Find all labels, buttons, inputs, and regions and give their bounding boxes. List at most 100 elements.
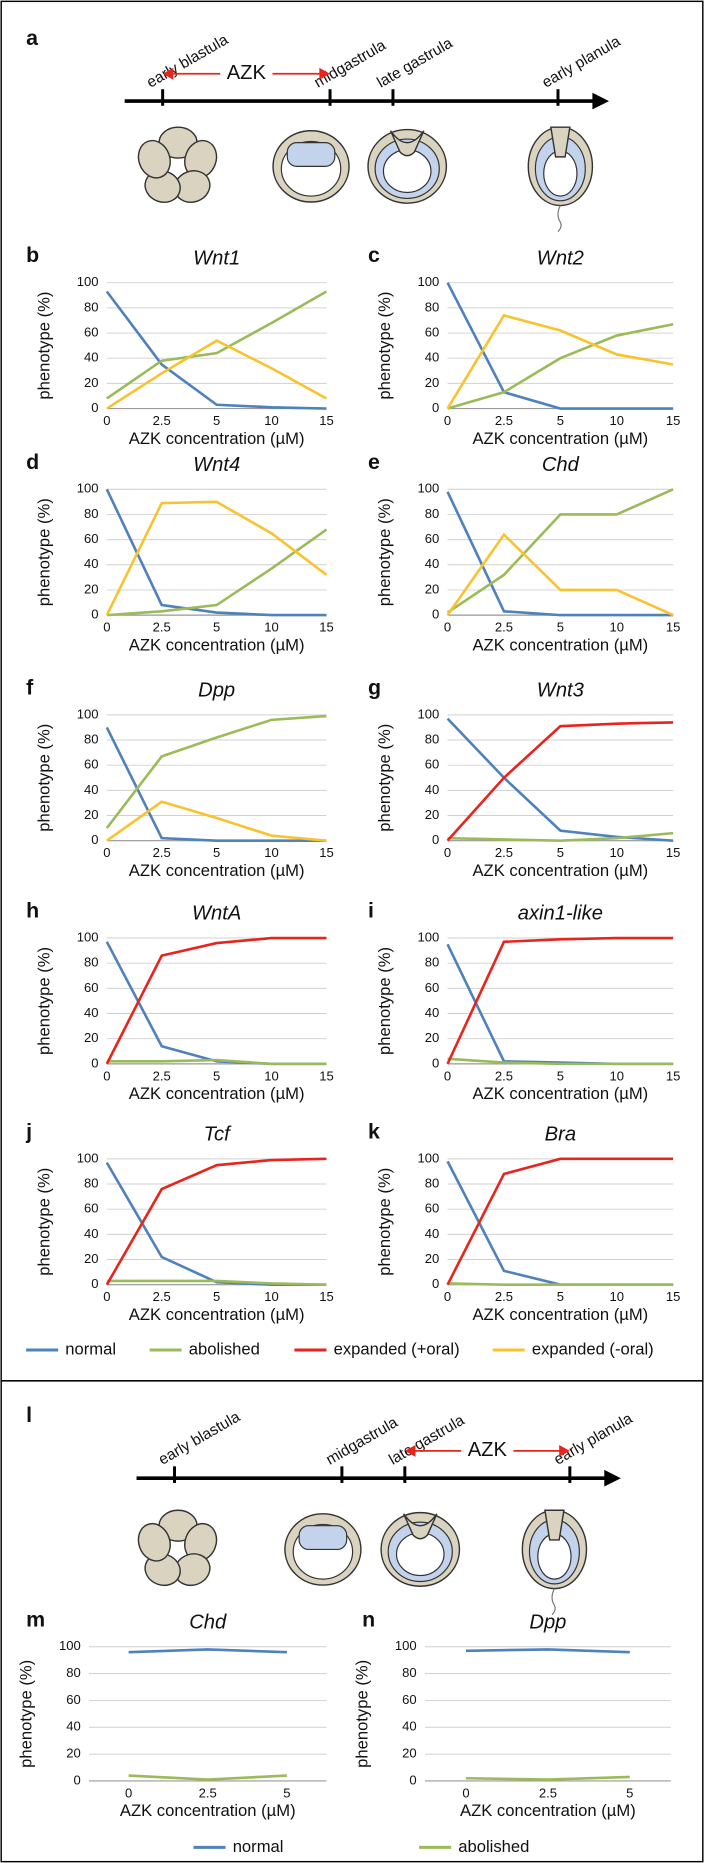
chart-title: Wnt4 [193, 454, 240, 476]
y-axis-label: phenotype (%) [35, 724, 54, 832]
y-tick-label: 0 [73, 1772, 80, 1787]
y-tick-label: 0 [91, 832, 98, 847]
x-tick-label: 5 [626, 1785, 633, 1800]
x-tick-label: 0 [103, 620, 110, 635]
embryo-icon [284, 1513, 362, 1586]
y-axis-label: phenotype (%) [353, 1660, 372, 1768]
x-tick-label: 0 [103, 845, 110, 860]
y-tick-label: 0 [432, 1055, 439, 1070]
embryo-icon [132, 126, 223, 208]
timeline-arrow [604, 1469, 621, 1487]
x-tick-label: 10 [609, 620, 624, 635]
embryo-icon [272, 130, 350, 203]
series-line [105, 1161, 327, 1286]
y-axis-label: phenotype (%) [35, 1168, 54, 1276]
series-line [105, 1157, 327, 1286]
series-line [446, 1160, 674, 1286]
chart-title: Dpp [529, 1611, 566, 1633]
y-axis-label: phenotype (%) [35, 498, 54, 606]
y-tick-label: 60 [84, 757, 99, 772]
x-tick-label: 0 [103, 413, 110, 428]
x-tick-label: 2.5 [495, 413, 513, 428]
y-tick-label: 80 [425, 299, 440, 314]
series-line [446, 936, 674, 1065]
y-tick-label: 20 [425, 1251, 440, 1266]
x-axis-label: AZK concentration (µM) [460, 1801, 636, 1820]
x-tick-label: 2.5 [153, 413, 171, 428]
stage-label: early blastula [144, 31, 232, 91]
y-tick-label: 60 [402, 1692, 417, 1707]
panel-border [0, 1380, 704, 1863]
x-tick-label: 0 [125, 1785, 132, 1800]
legend-label: expanded (-oral) [532, 1339, 654, 1358]
chart-title: axin1-like [518, 903, 603, 925]
series-line [105, 726, 327, 842]
x-tick-label: 2.5 [495, 845, 513, 860]
x-axis-label: AZK concentration (µM) [472, 1305, 648, 1324]
y-tick-label: 0 [432, 607, 439, 622]
x-tick-label: 5 [213, 413, 220, 428]
y-tick-label: 20 [84, 807, 99, 822]
x-tick-label: 10 [609, 1068, 624, 1083]
x-tick-label: 15 [319, 1068, 334, 1083]
y-axis-label: phenotype (%) [375, 292, 394, 400]
embryo-icon [132, 1509, 223, 1591]
embryo-icon [380, 1511, 461, 1587]
y-tick-label: 100 [77, 1150, 99, 1165]
x-tick-label: 0 [462, 1785, 469, 1800]
y-tick-label: 80 [84, 731, 99, 746]
y-tick-label: 80 [84, 506, 99, 521]
y-tick-label: 60 [84, 324, 99, 339]
y-tick-label: 20 [402, 1746, 417, 1761]
embryo-icon [521, 1509, 588, 1616]
y-tick-label: 100 [77, 706, 99, 721]
stage-label: late gastrula [374, 34, 456, 91]
x-tick-label: 5 [557, 1068, 564, 1083]
chart-title: Chd [189, 1611, 227, 1633]
x-tick-label: 10 [609, 413, 624, 428]
x-axis-label: AZK concentration (µM) [129, 1084, 305, 1103]
x-axis-label: AZK concentration (µM) [472, 861, 648, 880]
x-tick-label: 5 [213, 620, 220, 635]
x-tick-label: 10 [264, 620, 279, 635]
x-tick-label: 2.5 [153, 1068, 171, 1083]
x-tick-label: 0 [444, 413, 451, 428]
panel-letter: j [25, 1119, 32, 1143]
chart-title: Wnt2 [537, 247, 584, 269]
x-tick-label: 5 [557, 1289, 564, 1304]
y-tick-label: 100 [59, 1638, 81, 1653]
series-line [105, 488, 327, 617]
series-line [447, 1282, 674, 1286]
y-tick-label: 80 [425, 731, 440, 746]
x-tick-label: 15 [666, 620, 681, 635]
x-tick-label: 10 [264, 1068, 279, 1083]
treatment-arrowhead [404, 1444, 416, 1457]
series-line [106, 1058, 327, 1066]
x-tick-label: 15 [319, 413, 334, 428]
y-tick-label: 20 [84, 1030, 99, 1045]
x-tick-label: 0 [103, 1289, 110, 1304]
panel-border [0, 0, 704, 1382]
x-axis-label: AZK concentration (µM) [120, 1801, 296, 1820]
y-tick-label: 100 [77, 274, 99, 289]
y-tick-label: 40 [66, 1719, 81, 1734]
y-tick-label: 0 [91, 607, 98, 622]
y-tick-label: 40 [84, 350, 99, 365]
panel-letter: f [26, 675, 34, 699]
stage-label: late gastrula [386, 1412, 468, 1469]
x-tick-label: 15 [319, 1289, 334, 1304]
label-bg [220, 61, 273, 86]
x-tick-label: 0 [444, 845, 451, 860]
y-tick-label: 0 [432, 400, 439, 415]
x-tick-label: 10 [264, 413, 279, 428]
x-axis-label: AZK concentration (µM) [472, 429, 648, 448]
y-tick-label: 100 [77, 481, 99, 496]
x-tick-label: 5 [213, 845, 220, 860]
y-tick-label: 60 [84, 1201, 99, 1216]
series-line [465, 1648, 630, 1654]
x-tick-label: 15 [666, 413, 681, 428]
panel-letter: i [368, 899, 374, 923]
x-tick-label: 0 [444, 1068, 451, 1083]
y-tick-label: 60 [84, 980, 99, 995]
y-tick-label: 40 [84, 1005, 99, 1020]
